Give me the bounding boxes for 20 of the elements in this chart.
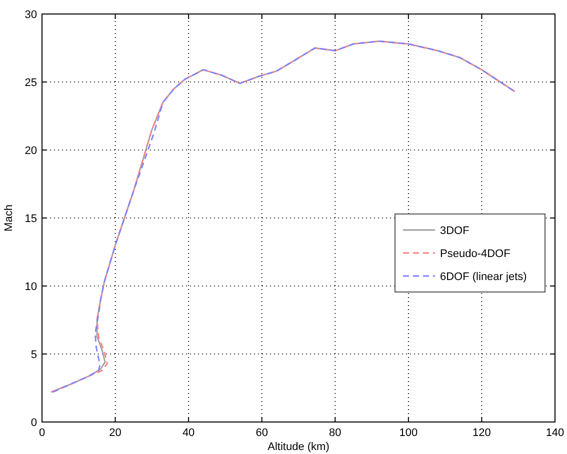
y-tick-label: 10: [24, 281, 37, 293]
y-tick-label: 5: [30, 349, 37, 361]
y-tick-label: 15: [24, 213, 37, 225]
y-tick-label: 20: [24, 145, 37, 157]
x-tick-label: 140: [546, 427, 564, 439]
x-tick-label: 120: [472, 427, 491, 439]
x-tick-label: 40: [182, 427, 195, 439]
x-tick-label: 20: [109, 427, 122, 439]
y-axis-title: Mach: [3, 204, 15, 232]
x-tick-label: 80: [329, 427, 342, 439]
legend-label: 6DOF (linear jets): [440, 271, 527, 283]
y-tick-label: 25: [24, 77, 37, 89]
legend-label: 3DOF: [440, 225, 470, 237]
legend-label: Pseudo-4DOF: [440, 248, 511, 260]
x-axis-title: Altitude (km): [268, 441, 330, 453]
x-tick-label: 60: [256, 427, 268, 439]
x-tick-label: 100: [399, 427, 418, 439]
y-tick-label: 30: [24, 9, 37, 21]
y-tick-label: 0: [30, 417, 37, 429]
x-tick-label: 0: [38, 427, 46, 439]
